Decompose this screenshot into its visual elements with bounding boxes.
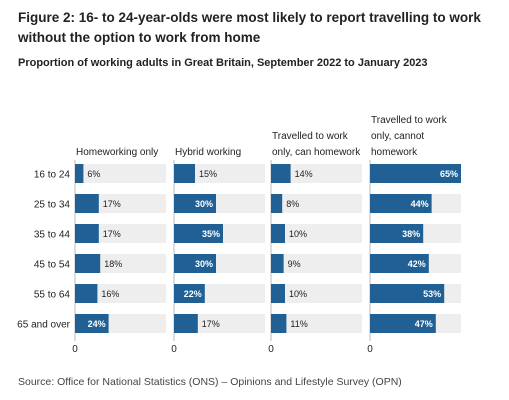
data-label: 47%	[415, 319, 433, 329]
panel-title: only, can homework	[272, 147, 361, 158]
chart-title: Figure 2: 16- to 24-year-olds were most …	[18, 10, 481, 45]
bar	[370, 224, 424, 243]
panel-title: Travelled to work	[371, 115, 448, 126]
bar	[370, 314, 436, 333]
category-label: 35 to 44	[34, 230, 71, 241]
x-tick-label: 0	[268, 344, 274, 355]
data-label: 44%	[411, 199, 429, 209]
bar	[75, 164, 84, 183]
bar	[370, 254, 429, 273]
panel-title: Travelled to work	[272, 131, 349, 142]
data-label: 30%	[195, 199, 213, 209]
bar	[75, 284, 98, 303]
category-label: 55 to 64	[34, 290, 71, 301]
bar	[370, 284, 445, 303]
bar	[174, 254, 216, 273]
bar	[174, 164, 195, 183]
bar	[75, 254, 101, 273]
data-label: 10%	[289, 289, 307, 299]
bar	[271, 224, 285, 243]
data-label: 9%	[288, 259, 301, 269]
bar	[75, 224, 99, 243]
bar	[271, 284, 285, 303]
data-label: 22%	[184, 289, 202, 299]
panel-title: only, cannot	[371, 131, 424, 142]
data-label: 17%	[103, 199, 121, 209]
category-label: 25 to 34	[34, 200, 71, 211]
data-label: 16%	[101, 289, 119, 299]
chart-subtitle: Proportion of working adults in Great Br…	[18, 57, 428, 69]
x-tick-label: 0	[72, 344, 78, 355]
category-label: 16 to 24	[34, 170, 71, 181]
bar-track	[271, 194, 362, 213]
data-label: 42%	[408, 259, 426, 269]
x-tick-label: 0	[367, 344, 373, 355]
data-label: 15%	[199, 169, 217, 179]
bar-track	[271, 224, 362, 243]
data-label: 30%	[195, 259, 213, 269]
panel-title: Homeworking only	[76, 147, 158, 158]
x-tick-label: 0	[171, 344, 177, 355]
bar	[174, 194, 216, 213]
data-label: 17%	[202, 319, 220, 329]
bar	[271, 164, 291, 183]
data-label: 17%	[103, 229, 121, 239]
bar	[271, 254, 284, 273]
data-label: 24%	[88, 319, 106, 329]
data-label: 14%	[295, 169, 313, 179]
bar	[271, 194, 283, 213]
category-label: 45 to 54	[34, 260, 71, 271]
data-label: 6%	[87, 169, 100, 179]
data-label: 65%	[440, 169, 458, 179]
data-label: 8%	[286, 199, 299, 209]
bar	[174, 314, 198, 333]
bar	[174, 284, 205, 303]
bar-track	[75, 164, 166, 183]
data-label: 38%	[402, 229, 420, 239]
data-label: 18%	[104, 259, 122, 269]
bar	[75, 314, 109, 333]
bar-track	[271, 254, 362, 273]
bar-track	[174, 164, 265, 183]
bar	[75, 194, 99, 213]
bar	[370, 164, 461, 183]
category-label: 65 and over	[17, 320, 70, 331]
bar-track	[271, 164, 362, 183]
bar-track	[271, 284, 362, 303]
source-note: Source: Office for National Statistics (…	[18, 376, 402, 388]
bar	[174, 224, 223, 243]
bar	[271, 314, 287, 333]
bar-track	[271, 314, 362, 333]
bar-track	[75, 284, 166, 303]
data-label: 10%	[289, 229, 307, 239]
panel-title: homework	[371, 147, 418, 158]
data-label: 35%	[202, 229, 220, 239]
bar	[370, 194, 432, 213]
data-label: 11%	[290, 319, 307, 329]
panel-title: Hybrid working	[175, 147, 241, 158]
data-label: 53%	[423, 289, 441, 299]
